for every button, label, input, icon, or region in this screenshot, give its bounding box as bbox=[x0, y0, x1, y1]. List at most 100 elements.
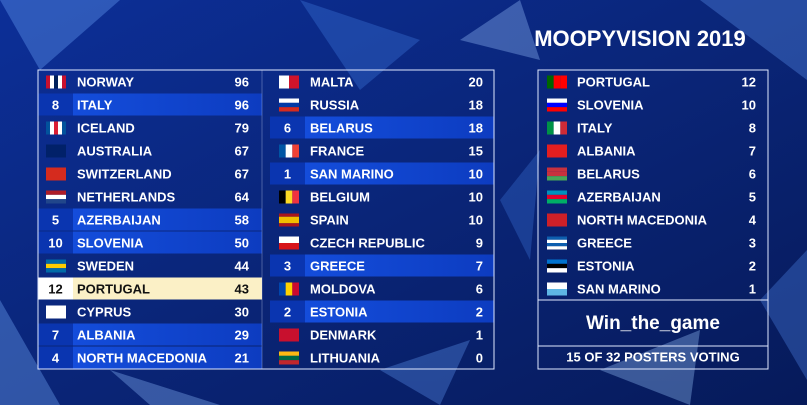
flag-stripe bbox=[46, 75, 50, 89]
country-score: 18 bbox=[469, 97, 483, 112]
flag-stripe bbox=[279, 355, 299, 361]
country-score: 15 bbox=[469, 143, 483, 158]
country-name: DENMARK bbox=[310, 327, 377, 342]
row-highlight bbox=[270, 300, 494, 323]
received-points: 5 bbox=[52, 212, 59, 227]
received-box bbox=[270, 162, 305, 185]
country-score: 18 bbox=[469, 120, 483, 135]
country-score: 50 bbox=[235, 235, 249, 250]
country-score: 7 bbox=[476, 258, 483, 273]
country-score: 6 bbox=[476, 281, 483, 296]
flag-stripe bbox=[279, 282, 286, 296]
country-name: LITHUANIA bbox=[310, 350, 381, 365]
received-box bbox=[38, 208, 73, 231]
received-box bbox=[38, 93, 73, 116]
country-score: 10 bbox=[469, 166, 483, 181]
country-score: 30 bbox=[235, 304, 249, 319]
flag-stripe bbox=[547, 243, 567, 247]
flag-stripe bbox=[46, 167, 66, 181]
received-points: 2 bbox=[284, 304, 291, 319]
flag-stripe bbox=[547, 289, 567, 296]
country-name: PORTUGAL bbox=[77, 281, 150, 296]
country-score: 67 bbox=[235, 143, 249, 158]
title: MOOPYVISION 2019 bbox=[534, 26, 746, 51]
score-row: 6 BELARUS 18 bbox=[270, 116, 494, 139]
score-row: RUSSIA 18 bbox=[279, 97, 483, 112]
flag-stripe bbox=[547, 190, 567, 195]
row-highlight bbox=[38, 346, 262, 369]
country-score: 0 bbox=[476, 350, 483, 365]
country-score: 44 bbox=[235, 258, 250, 273]
flag-stripe bbox=[547, 199, 567, 204]
country-score: 43 bbox=[235, 281, 249, 296]
flag-stripe bbox=[553, 121, 561, 135]
vote-row: SLOVENIA 10 bbox=[547, 97, 756, 112]
vote-points: 2 bbox=[749, 258, 756, 273]
country-name: ALBANIA bbox=[77, 327, 136, 342]
vote-points: 5 bbox=[749, 189, 756, 204]
country-name: BELGIUM bbox=[310, 189, 370, 204]
vote-country: BELARUS bbox=[577, 166, 640, 181]
flag-stripe bbox=[289, 75, 299, 89]
flag-stripe bbox=[46, 190, 66, 195]
flag-stripe bbox=[560, 121, 567, 135]
score-row: 1 SAN MARINO 10 bbox=[270, 162, 494, 185]
vote-row: ALBANIA 7 bbox=[547, 143, 756, 158]
vote-country: ALBANIA bbox=[577, 143, 636, 158]
flag-stripe bbox=[279, 102, 299, 108]
score-row: AUSTRALIA 67 bbox=[46, 143, 249, 158]
country-name: MOLDOVA bbox=[310, 281, 376, 296]
flag-stripe bbox=[279, 98, 299, 103]
country-name: NETHERLANDS bbox=[77, 189, 176, 204]
received-points: 8 bbox=[52, 97, 59, 112]
received-box bbox=[270, 116, 305, 139]
vote-country: ESTONIA bbox=[577, 258, 635, 273]
score-row: SWITZERLAND 67 bbox=[46, 166, 249, 181]
country-name: BELARUS bbox=[310, 120, 373, 135]
country-score: 96 bbox=[235, 97, 249, 112]
flag-stripe bbox=[46, 151, 66, 158]
vote-row: SAN MARINO 1 bbox=[547, 281, 756, 296]
score-row: NETHERLANDS 64 bbox=[46, 189, 250, 204]
flag-stripe bbox=[279, 351, 299, 356]
row-highlight bbox=[38, 323, 262, 346]
flag-stripe bbox=[547, 75, 554, 89]
country-score: 10 bbox=[469, 212, 483, 227]
flag-stripe bbox=[62, 121, 66, 135]
row-highlight bbox=[38, 93, 262, 116]
score-row: 10 SLOVENIA 50 bbox=[38, 231, 262, 254]
score-row: MALTA 20 bbox=[279, 74, 483, 89]
vote-row: GREECE 3 bbox=[547, 235, 756, 250]
flag-stripe bbox=[547, 268, 567, 273]
flag-stripe bbox=[46, 194, 66, 200]
vote-country: SAN MARINO bbox=[577, 281, 661, 296]
score-row: CZECH REPUBLIC 9 bbox=[279, 235, 483, 250]
flag-stripe bbox=[46, 144, 66, 151]
score-row: 4 NORTH MACEDONIA 21 bbox=[38, 346, 262, 369]
score-row: CYPRUS 30 bbox=[46, 304, 249, 319]
flag-stripe bbox=[547, 176, 567, 181]
flag-stripe bbox=[279, 243, 299, 250]
flag-stripe bbox=[279, 236, 299, 243]
flag-stripe bbox=[547, 102, 567, 108]
received-points: 6 bbox=[284, 120, 291, 135]
flag-stripe bbox=[547, 194, 567, 200]
vote-country: ITALY bbox=[577, 120, 613, 135]
score-row: 3 GREECE 7 bbox=[270, 254, 494, 277]
vote-points: 7 bbox=[749, 143, 756, 158]
country-score: 2 bbox=[476, 304, 483, 319]
vote-row: ITALY 8 bbox=[547, 120, 756, 135]
voter-name: Win_the_game bbox=[586, 313, 720, 334]
country-score: 9 bbox=[476, 235, 483, 250]
flag-stripe bbox=[285, 190, 293, 204]
flag-stripe bbox=[547, 263, 567, 269]
country-score: 10 bbox=[469, 189, 483, 204]
country-name: GREECE bbox=[310, 258, 365, 273]
vote-row: NORTH MACEDONIA 4 bbox=[547, 212, 757, 227]
row-highlight bbox=[270, 162, 494, 185]
flag-stripe bbox=[279, 107, 299, 112]
flag-stripe bbox=[279, 190, 286, 204]
